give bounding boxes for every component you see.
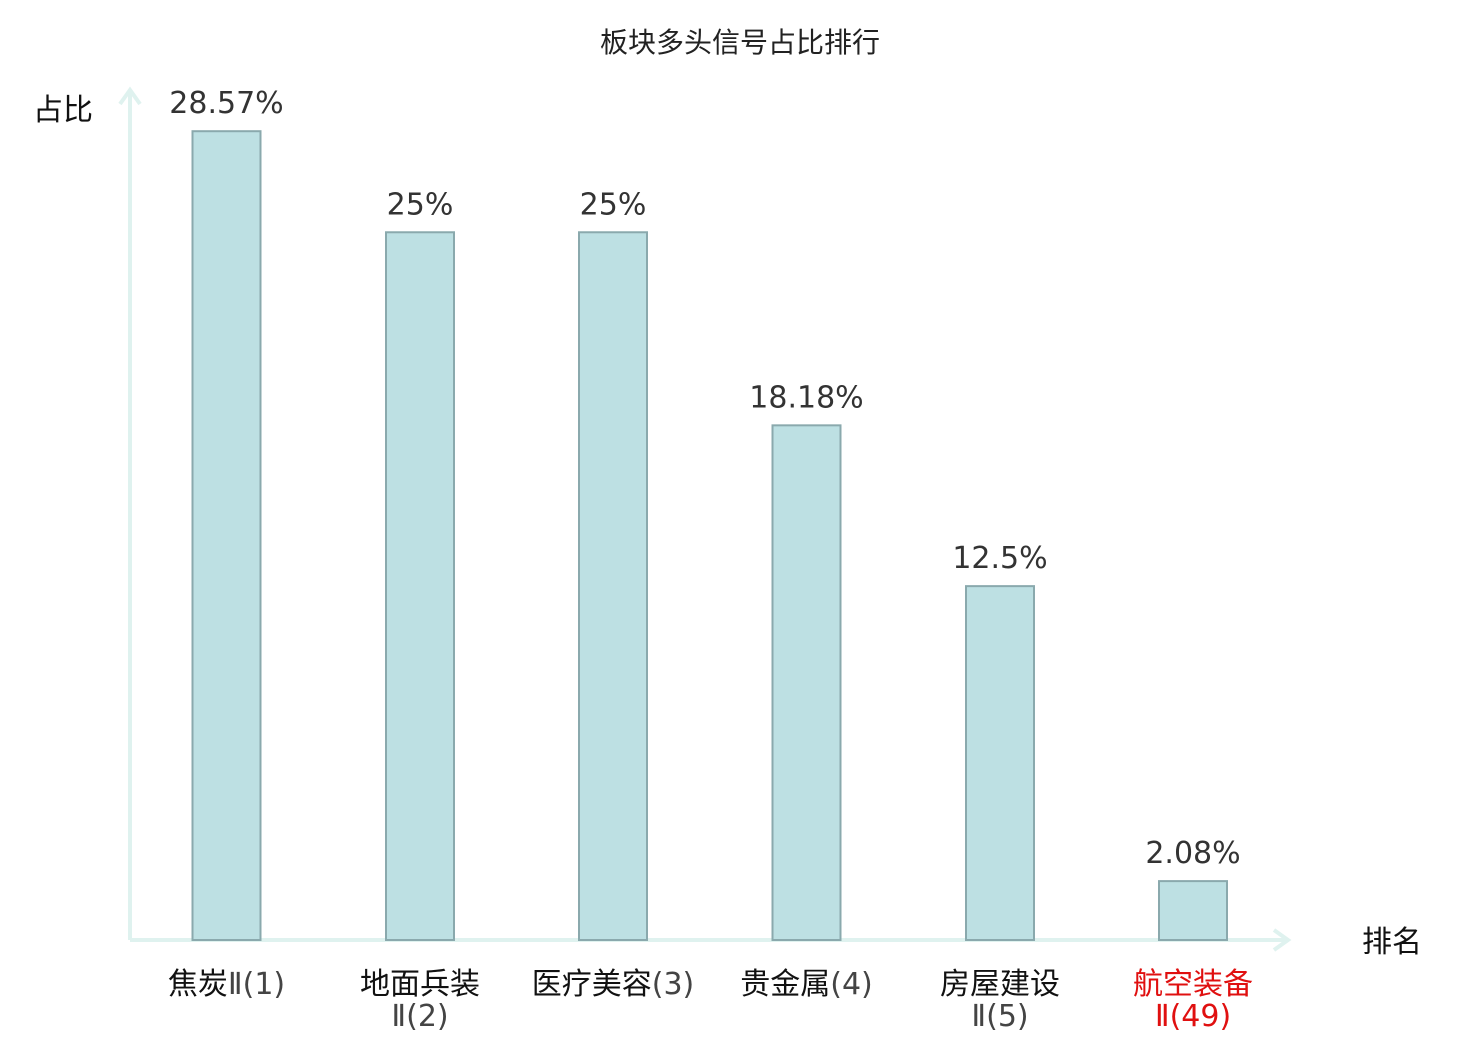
x-axis-arrow-icon xyxy=(1272,928,1292,952)
bar-value-label: 2.08% xyxy=(1145,836,1240,871)
bar xyxy=(191,130,262,941)
bar xyxy=(385,231,455,942)
category-label: 医疗美容(3) xyxy=(532,967,695,1002)
bars-group xyxy=(191,130,1228,942)
category-rank: (4) xyxy=(830,967,873,1002)
bar-value-label: 25% xyxy=(580,187,647,222)
category-rank: (3) xyxy=(652,967,695,1002)
bar xyxy=(578,231,648,942)
category-rank: Ⅱ(1) xyxy=(228,967,285,1002)
bar-value-label: 28.57% xyxy=(169,86,283,121)
bar-value-label: 12.5% xyxy=(952,541,1047,576)
bar xyxy=(965,585,1035,942)
value-labels-group: 28.57% 25% 25% 18.18% 12.5% 2.08% xyxy=(169,86,1240,871)
category-rank-label: Ⅱ(2) xyxy=(391,999,448,1034)
chart-title: 板块多头信号占比排行 xyxy=(600,26,880,59)
category-name: 医疗美容 xyxy=(532,967,652,1002)
bar-value-label: 25% xyxy=(387,187,454,222)
y-axis-label: 占比 xyxy=(33,93,93,128)
category-label: 房屋建设 xyxy=(940,967,1060,1002)
category-label: 贵金属(4) xyxy=(740,967,873,1002)
category-label: 航空装备 xyxy=(1133,967,1253,1002)
axes xyxy=(118,86,1292,952)
category-name: 贵金属 xyxy=(740,967,830,1002)
y-axis-arrow-icon xyxy=(118,86,142,106)
bar xyxy=(771,424,842,941)
category-name: 焦炭 xyxy=(168,967,228,1002)
category-rank-label: Ⅱ(49) xyxy=(1155,999,1231,1034)
x-axis-label: 排名 xyxy=(1362,925,1422,960)
bar-value-label: 18.18% xyxy=(749,380,863,415)
category-label: 地面兵装 xyxy=(360,967,480,1002)
category-rank-label: Ⅱ(5) xyxy=(971,999,1028,1034)
category-label: 焦炭Ⅱ(1) xyxy=(168,967,285,1002)
bar xyxy=(1158,880,1228,941)
